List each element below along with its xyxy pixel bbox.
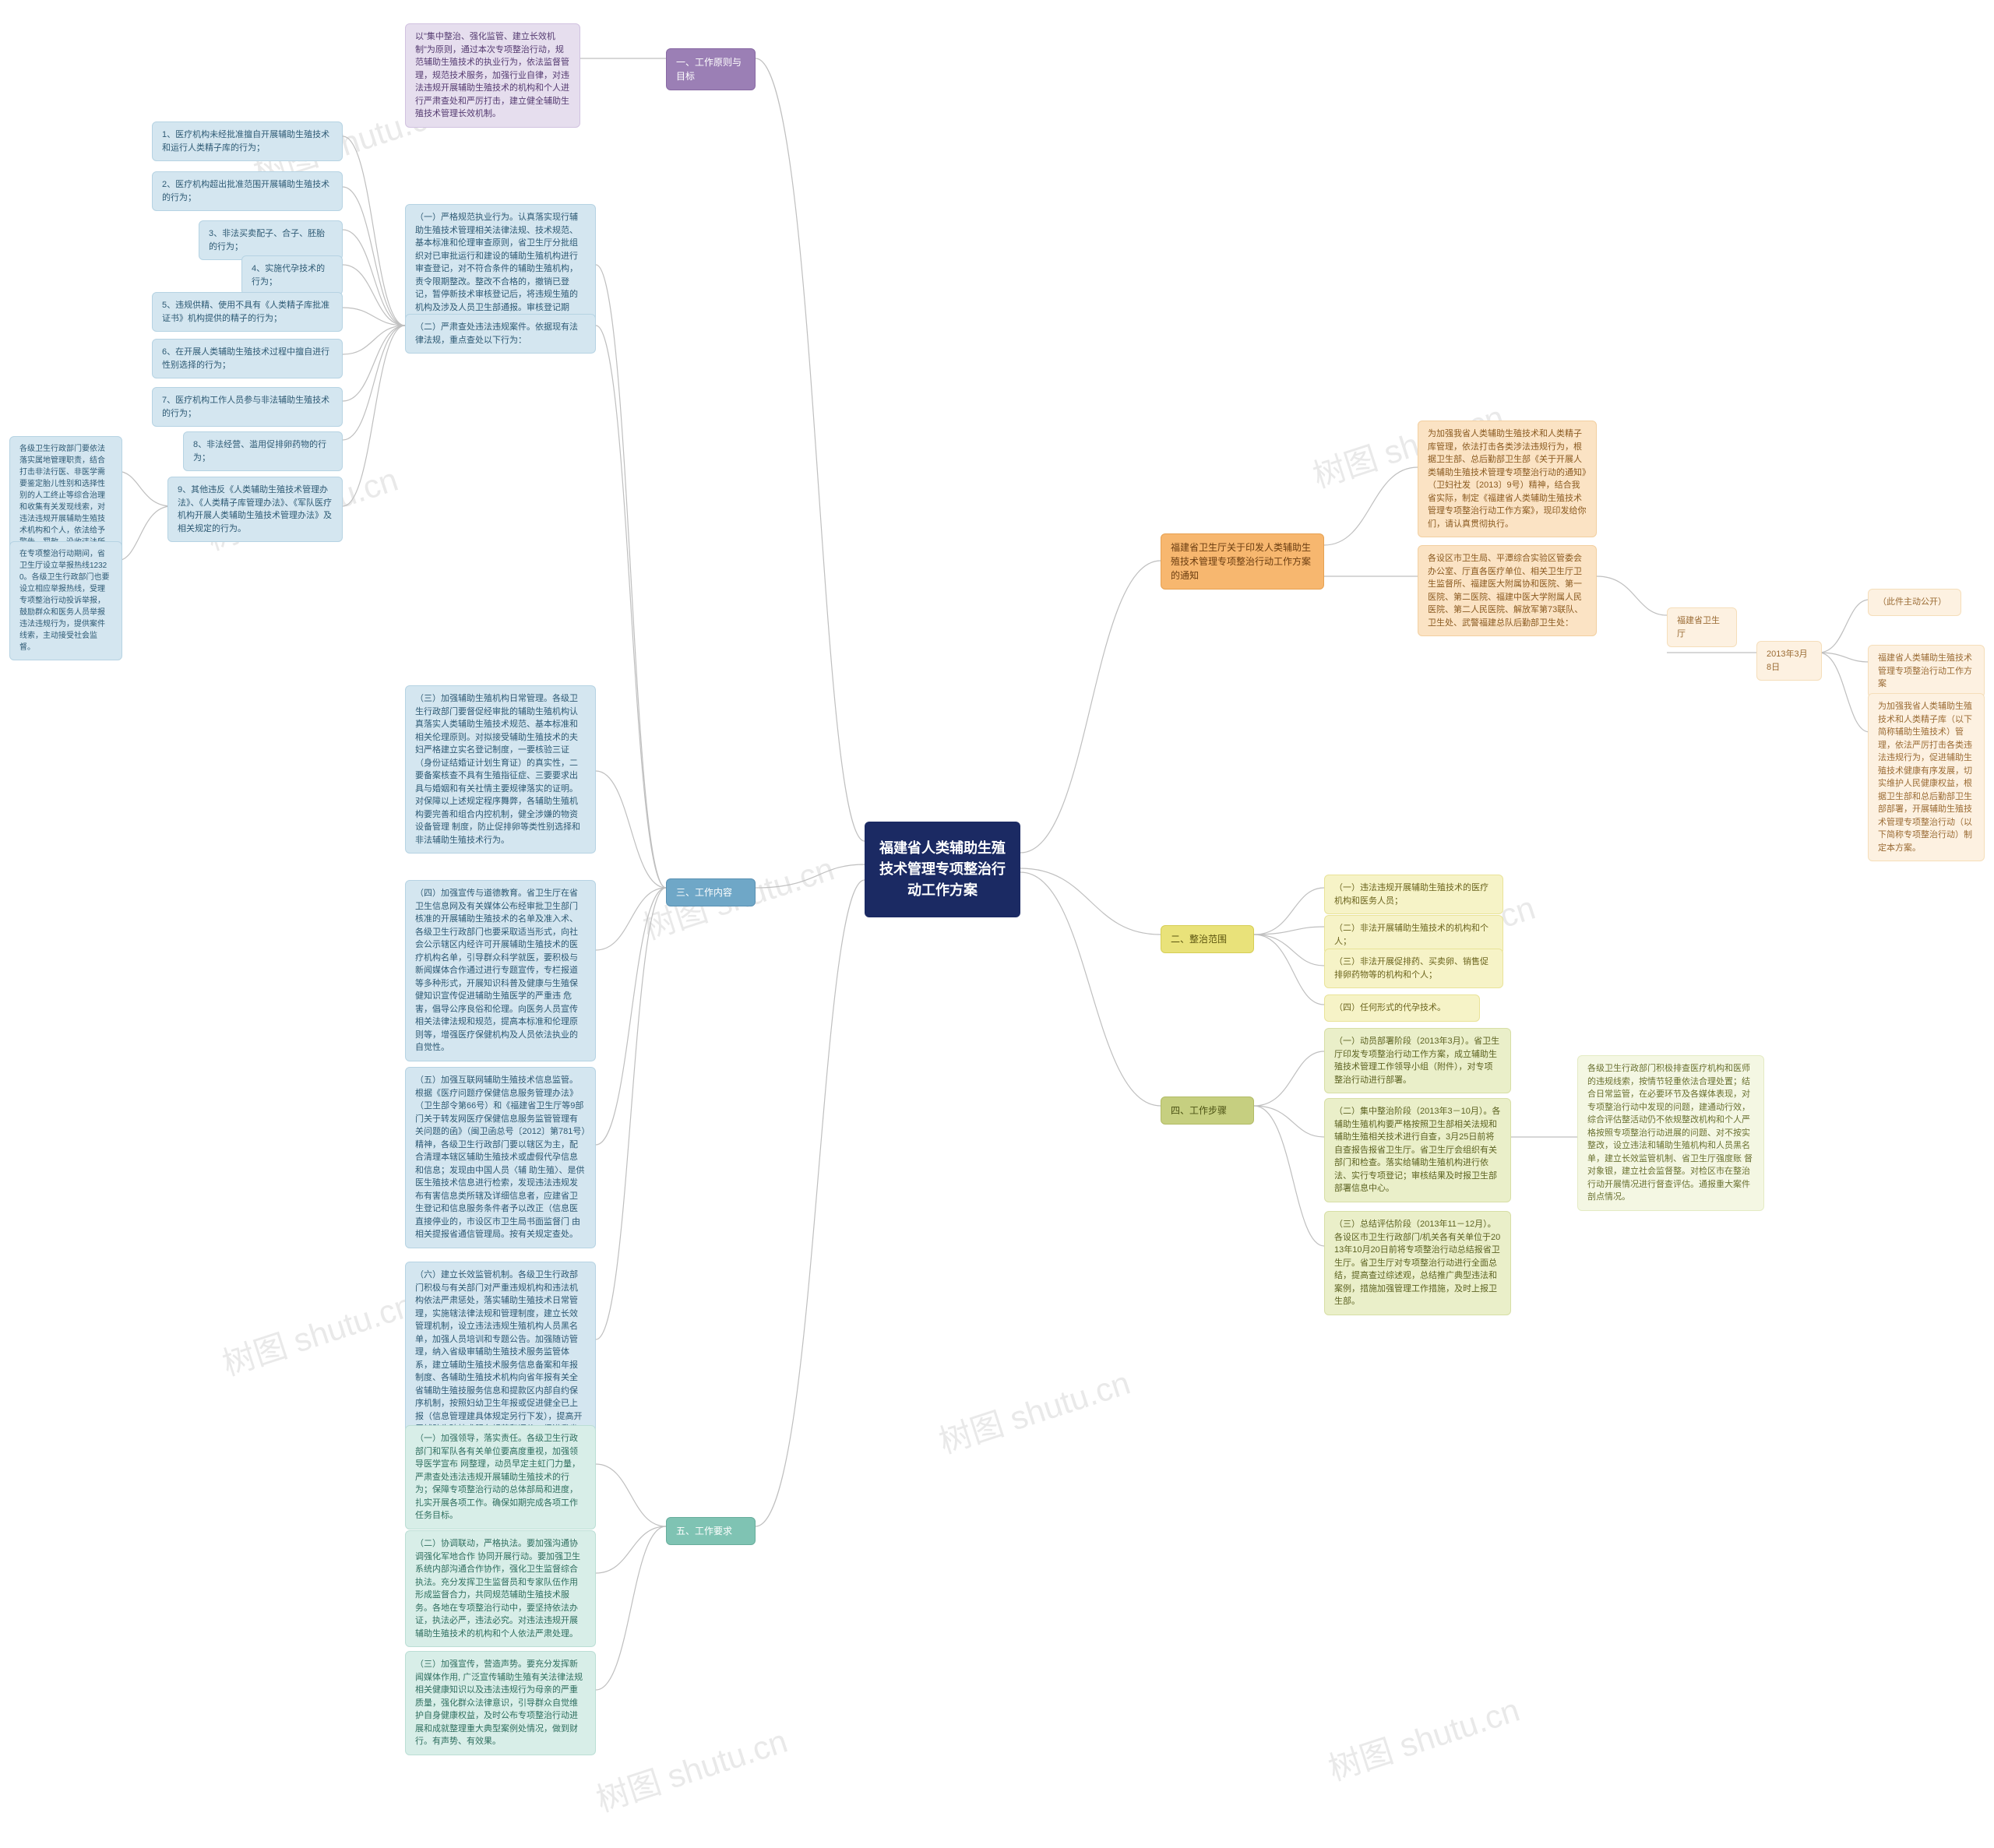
requirements-item-2: （三）加强宣传，营造声势。要充分发挥新闻媒体作用, 广泛宣传辅助生殖有关法律法规… xyxy=(405,1651,596,1755)
principles-text: 以"集中整治、强化监管、建立长效机制"为原则，通过本次专项整治行动，规范辅助生殖… xyxy=(405,23,580,128)
content-item-4: （五）加强互联网辅助生殖技术信息监管。根据《医疗问题疗保健信息服务管理办法》（卫… xyxy=(405,1067,596,1248)
notice-child-0: 为加强我省人类辅助生殖技术和人类精子库管理，依法打击各类涉法违规行为，根据卫生部… xyxy=(1418,421,1597,537)
content-item-1: （二）严肃查处违法违规案件。依据现有法律法规，重点查处以下行为： xyxy=(405,314,596,354)
notice-scheme: 福建省人类辅助生殖技术管理专项整治行动工作方案 xyxy=(1868,645,1985,698)
steps-item-1: （二）集中整治阶段（2013年3－10月）。各辅助生殖机构要严格按照卫生部相关法… xyxy=(1324,1098,1511,1202)
steps-item-0: （一）动员部署阶段（2013年3月）。省卫生厅印发专项整治行动工作方案，成立辅助… xyxy=(1324,1028,1511,1093)
watermark: 树图 shutu.cn xyxy=(590,1715,793,1822)
root-node: 福建省人类辅助生殖技术管理专项整治行动工作方案 xyxy=(865,822,1020,917)
watermark: 树图 shutu.cn xyxy=(1322,1684,1525,1790)
steps-node: 四、工作步骤 xyxy=(1161,1096,1254,1125)
content-item-1-sub-7: 8、非法经营、滥用促排卵药物的行为； xyxy=(183,431,343,471)
content-item-1-sub-6: 7、医疗机构工作人员参与非法辅助生殖技术的行为； xyxy=(152,387,343,427)
content-item-1-sub-0: 1、医疗机构未经批准擅自开展辅助生殖技术和运行人类精子库的行为； xyxy=(152,121,343,161)
requirements-item-0: （一）加强领导，落实责任。各级卫生行政部门和军队各有关单位要高度重视，加强领导医… xyxy=(405,1425,596,1529)
scope-item-2: （三）非法开展促排药、买卖卵、销售促排卵药物等的机构和个人； xyxy=(1324,949,1503,988)
notice-agency: 福建省卫生厅 xyxy=(1667,607,1737,647)
content-item-1-sub-5: 6、在开展人类辅助生殖技术过程中擅自进行性别选择的行为； xyxy=(152,339,343,378)
principles-node: 一、工作原则与目标 xyxy=(666,48,756,90)
steps-item-1-sub: 各级卫生行政部门积极排查医疗机构和医师的违规线索，按情节轻重依法合理处置；结合日… xyxy=(1577,1055,1764,1211)
requirements-node: 五、工作要求 xyxy=(666,1517,756,1545)
watermark: 树图 shutu.cn xyxy=(932,1357,1136,1463)
content-item-1-extra-1: 在专项整治行动期间，省卫生厅设立举报热线12320。各级卫生行政部门也要设立相应… xyxy=(9,541,122,660)
content-node: 三、工作内容 xyxy=(666,878,756,906)
content-item-1-sub-1: 2、医疗机构超出批准范围开展辅助生殖技术的行为； xyxy=(152,171,343,211)
watermark: 树图 shutu.cn xyxy=(216,1279,419,1385)
content-item-1-sub-2: 3、非法买卖配子、合子、胚胎的行为； xyxy=(199,220,343,260)
notice-public: （此件主动公开） xyxy=(1868,589,1961,616)
scope-item-3: （四）任何形式的代孕技术。 xyxy=(1324,994,1480,1022)
content-item-1-sub-4: 5、违规供精、使用不具有《人类精子库批准证书》机构提供的精子的行为； xyxy=(152,292,343,332)
content-item-2: （三）加强辅助生殖机构日常管理。各级卫生行政部门要督促经审批的辅助生殖机构认真落… xyxy=(405,685,596,854)
notice-purpose: 为加强我省人类辅助生殖技术和人类精子库（以下简称辅助生殖技术）管理，依法严厉打击… xyxy=(1868,693,1985,861)
notice-node: 福建省卫生厅关于印发人类辅助生殖技术管理专项整治行动工作方案的通知 xyxy=(1161,533,1324,590)
notice-child-1: 各设区市卫生局、平潭综合实验区管委会办公室、厅直各医疗单位、相关卫生厅卫生监督所… xyxy=(1418,545,1597,636)
notice-date: 2013年3月8日 xyxy=(1756,641,1822,681)
requirements-item-1: （二）协调联动，严格执法。要加强沟通协调强化军地合作 协同开展行动。要加强卫生系… xyxy=(405,1530,596,1647)
scope-node: 二、整治范围 xyxy=(1161,925,1254,953)
content-item-1-sub-8: 9、其他违反《人类辅助生殖技术管理办法》、《人类精子库管理办法》、《军队医疗机构… xyxy=(167,477,343,542)
scope-item-0: （一）违法违规开展辅助生殖技术的医疗机构和医务人员； xyxy=(1324,875,1503,914)
content-item-3: （四）加强宣传与道德教育。省卫生厅在省卫生信息网及有关媒体公布经审批卫生部门核准… xyxy=(405,880,596,1061)
steps-item-2: （三）总结评估阶段（2013年11－12月）。各设区市卫生行政部门/机关各有关单… xyxy=(1324,1211,1511,1315)
content-item-1-sub-3: 4、实施代孕技术的行为； xyxy=(241,255,343,295)
